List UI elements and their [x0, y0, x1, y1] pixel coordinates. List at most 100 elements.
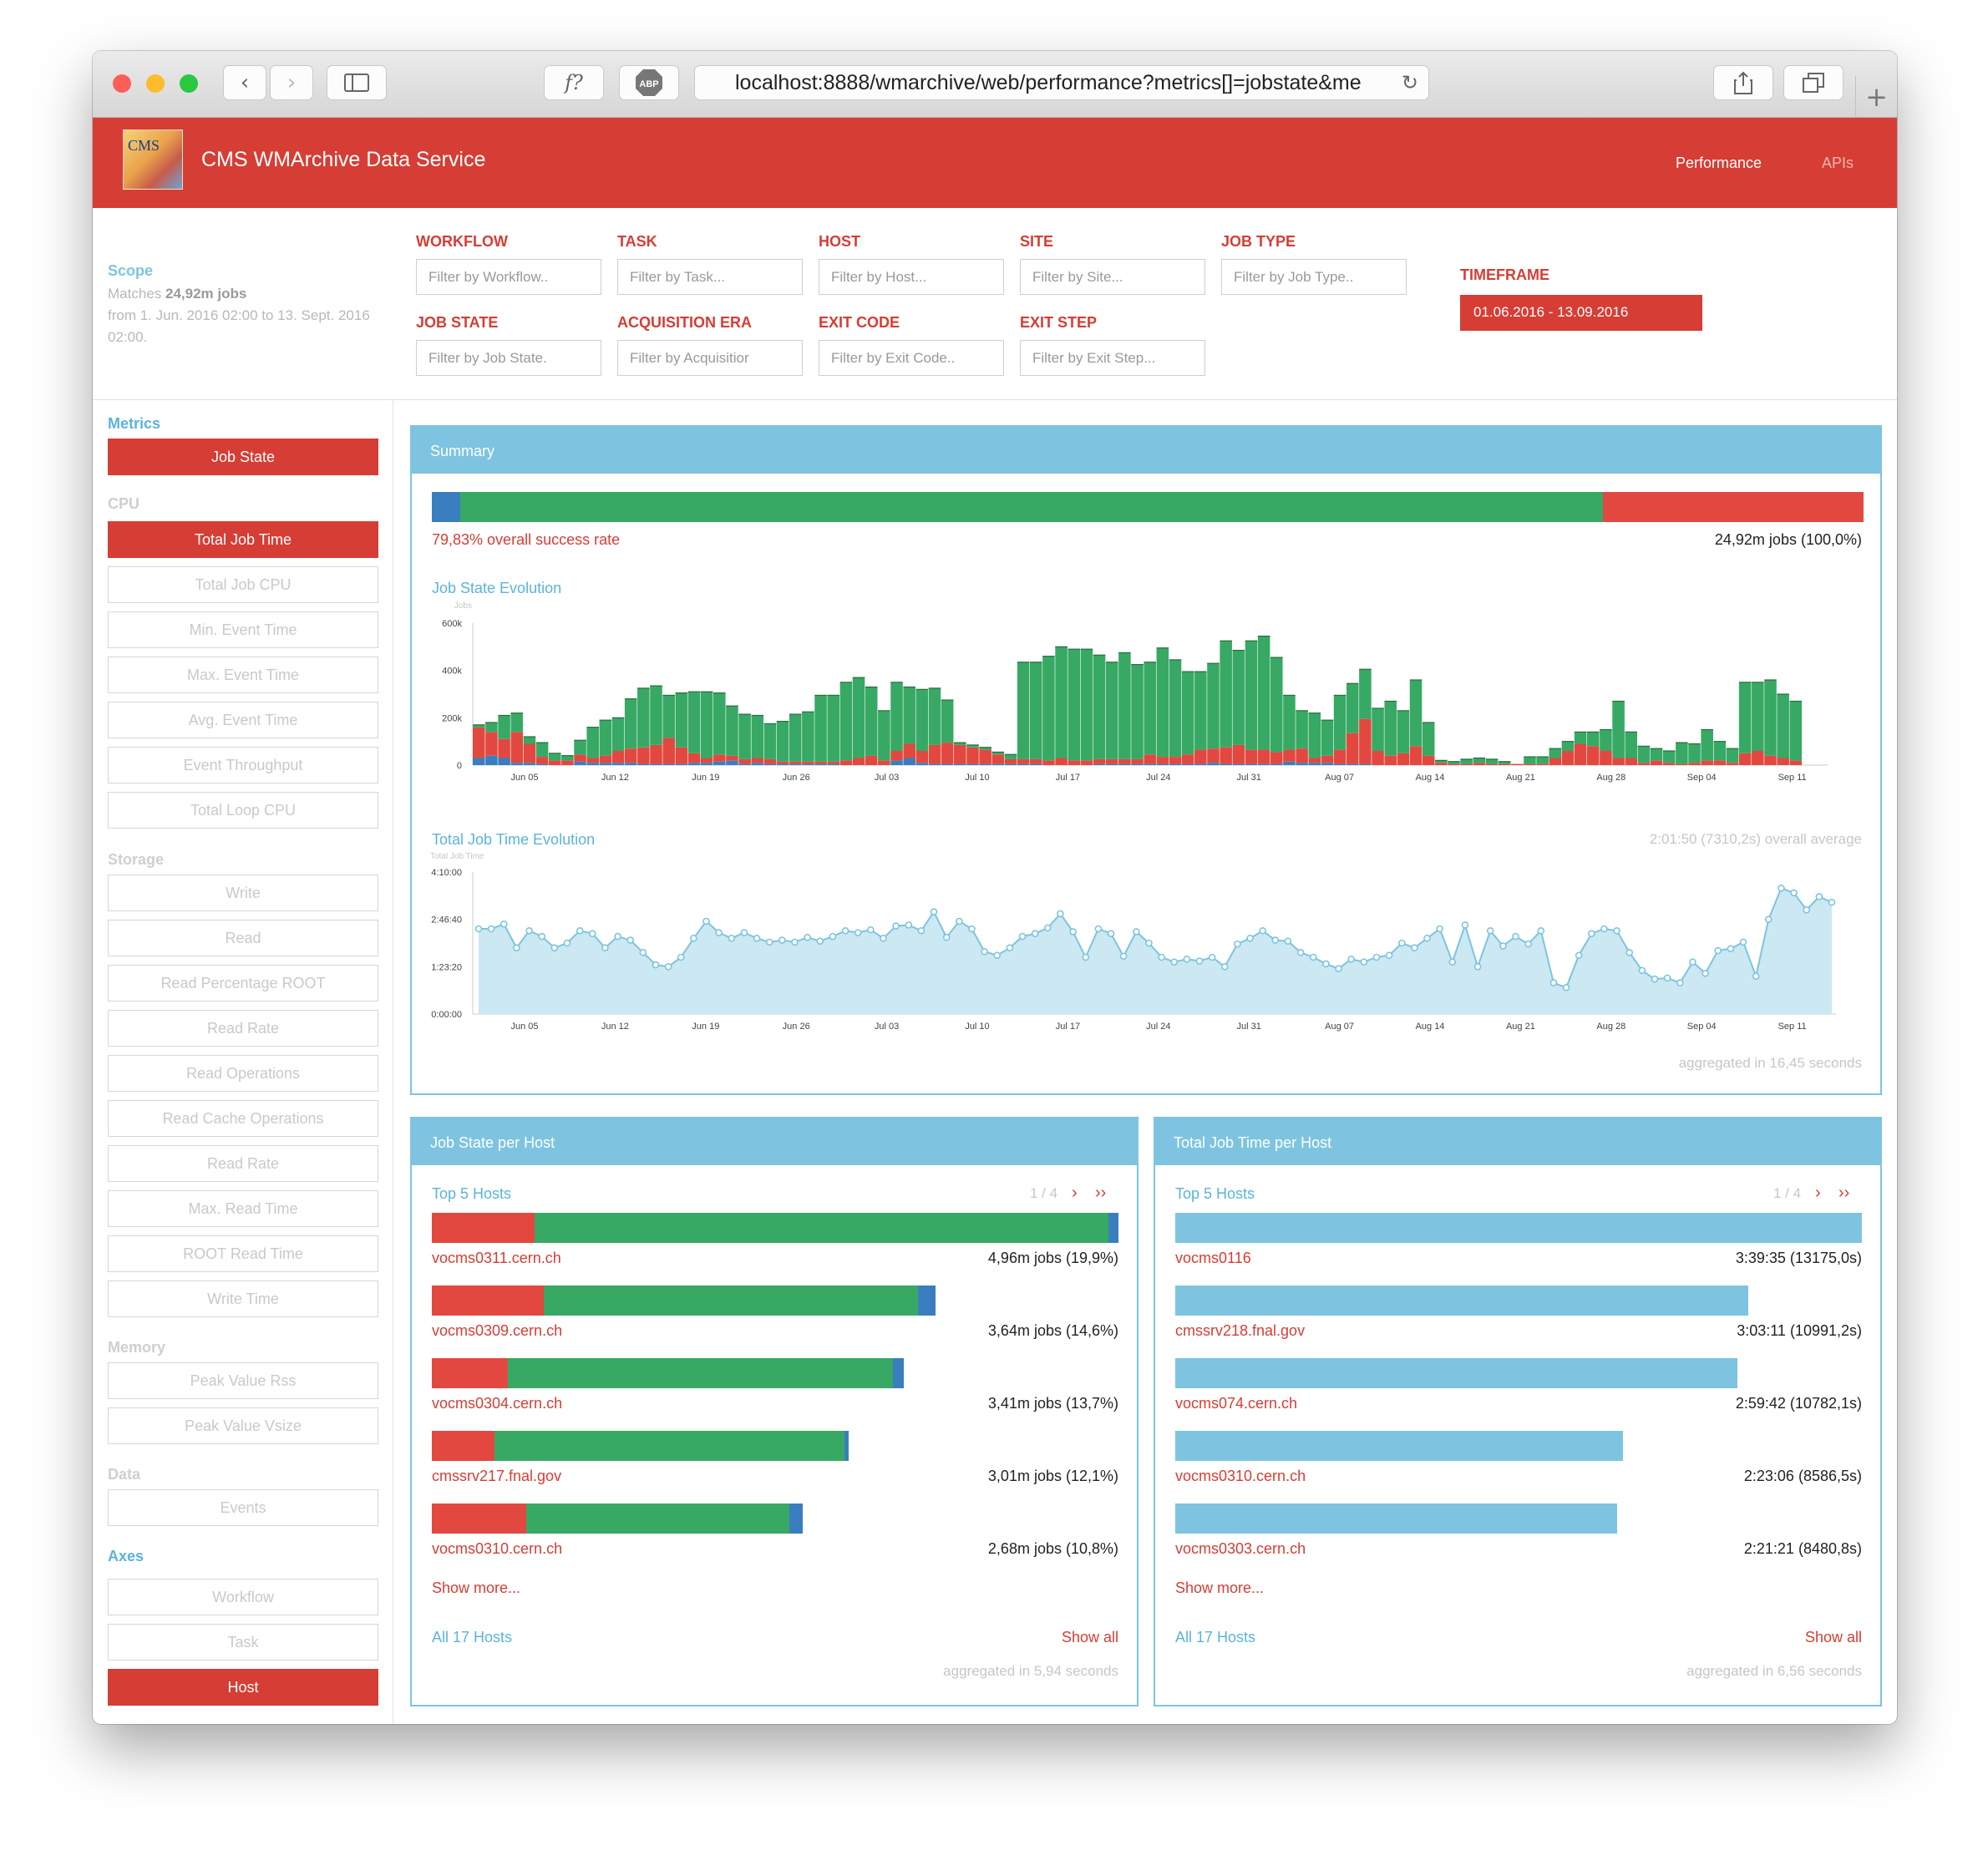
host-bar[interactable] — [1175, 1504, 1618, 1534]
last-page-button[interactable]: ›› — [1095, 1184, 1107, 1202]
sidebar: Metrics Job State CPU Total Job Time Tot… — [93, 400, 393, 1724]
all-hosts-link[interactable]: All 17 Hosts — [1175, 1629, 1256, 1646]
metric-read-cache-operations[interactable]: Read Cache Operations — [108, 1100, 378, 1137]
job-state-filter-input[interactable]: Filter by Job State. — [416, 340, 601, 376]
job-state-bar — [1055, 758, 1068, 765]
close-window-button[interactable] — [113, 74, 131, 93]
job-time-point — [816, 937, 824, 946]
function-button[interactable]: f? — [544, 65, 604, 100]
job-type-filter-input[interactable]: Filter by Job Type.. — [1221, 259, 1407, 295]
back-button[interactable]: ‹ — [223, 65, 266, 100]
acquisition-era-filter-input[interactable]: Filter by Acquisitior — [617, 340, 803, 376]
job-time-point — [576, 926, 584, 935]
metric-root-read-time[interactable]: ROOT Read Time — [108, 1235, 378, 1272]
job-time-point — [1145, 939, 1153, 947]
filter-label-job-state: JOB STATE — [416, 314, 499, 331]
host-filter-input[interactable]: Filter by Host... — [819, 259, 1004, 295]
host-name-link[interactable]: vocms0309.cern.ch — [432, 1322, 563, 1339]
show-more-link[interactable]: Show more... — [1175, 1580, 1265, 1596]
metric-peak-value-vsize[interactable]: Peak Value Vsize — [108, 1407, 378, 1444]
metric-max-read-time[interactable]: Max. Read Time — [108, 1190, 378, 1227]
job-state-bar — [865, 687, 878, 756]
job-state-evolution-chart[interactable]: Jobs 0 200k 400k 600k Jun 05 Jun 12 Jun 19 Jun 2… — [412, 598, 1882, 790]
last-page-button[interactable]: ›› — [1838, 1184, 1850, 1202]
metric-total-loop-cpu[interactable]: Total Loop CPU — [108, 792, 378, 829]
host-name-link[interactable]: cmssrv218.fnal.gov — [1175, 1322, 1306, 1339]
host-bar[interactable] — [432, 1358, 905, 1388]
host-bar-segment — [534, 1213, 1109, 1243]
all-hosts-link[interactable]: All 17 Hosts — [432, 1629, 513, 1646]
host-bar[interactable] — [432, 1431, 849, 1461]
axis-host[interactable]: Host — [108, 1669, 378, 1706]
zoom-window-button[interactable] — [180, 74, 198, 93]
axis-workflow[interactable]: Workflow — [108, 1579, 378, 1615]
exit-code-filter-input[interactable]: Filter by Exit Code.. — [819, 340, 1004, 376]
nav-performance[interactable]: Performance — [1676, 155, 1762, 171]
metric-job-state[interactable]: Job State — [108, 439, 378, 475]
job-state-bar — [738, 714, 751, 759]
host-name-link[interactable]: vocms0310.cern.ch — [432, 1540, 563, 1557]
host-name-link[interactable]: cmssrv217.fnal.gov — [432, 1468, 562, 1484]
axis-task[interactable]: Task — [108, 1624, 378, 1661]
metric-read-percentage-root[interactable]: Read Percentage ROOT — [108, 965, 378, 1002]
metric-read-operations[interactable]: Read Operations — [108, 1055, 378, 1092]
metric-min-event-time[interactable]: Min. Event Time — [108, 611, 378, 648]
host-name-link[interactable]: vocms0303.cern.ch — [1175, 1540, 1306, 1557]
host-bar[interactable] — [1175, 1431, 1623, 1461]
url-bar[interactable]: localhost:8888/wmarchive/web/performance… — [694, 65, 1429, 100]
host-name-link[interactable]: vocms074.cern.ch — [1175, 1395, 1298, 1412]
host-bar[interactable] — [1175, 1213, 1862, 1243]
timeframe-button[interactable]: 01.06.2016 - 13.09.2016 — [1460, 295, 1702, 331]
show-all-link[interactable]: Show all — [1804, 1629, 1862, 1646]
cms-logo[interactable]: CMS — [123, 129, 183, 190]
summary-state-bar[interactable] — [432, 492, 1864, 522]
host-bar[interactable] — [1175, 1358, 1737, 1388]
forward-button[interactable]: › — [270, 65, 313, 100]
host-bar[interactable] — [1175, 1286, 1748, 1316]
adblock-button[interactable]: ABP — [619, 65, 679, 100]
total-job-time-evolution-chart[interactable]: Total Job Time 0:00:00 1:23:20 2:46:40 4:10:… — [412, 849, 1882, 1041]
host-name-link[interactable]: vocms0304.cern.ch — [432, 1395, 563, 1412]
nav-apis[interactable]: APIs — [1822, 155, 1854, 171]
metric-write[interactable]: Write — [108, 875, 378, 911]
host-bar-segment — [1175, 1358, 1737, 1388]
metric-events[interactable]: Events — [108, 1489, 378, 1526]
app-title[interactable]: CMS WMArchive Data Service — [201, 148, 486, 171]
y-tick-label: 400k — [442, 667, 462, 677]
metric-read-rate[interactable]: Read Rate — [108, 1010, 378, 1047]
tabs-button[interactable] — [1783, 65, 1843, 100]
host-name-link[interactable]: vocms0311.cern.ch — [432, 1250, 561, 1266]
job-state-bar — [751, 758, 764, 763]
host-bar[interactable] — [432, 1504, 804, 1534]
minimize-window-button[interactable] — [146, 74, 165, 93]
metric-total-job-time[interactable]: Total Job Time — [108, 521, 378, 558]
x-tick-label: Jul 17 — [1056, 773, 1080, 783]
metric-write-time[interactable]: Write Time — [108, 1280, 378, 1317]
task-filter-input[interactable]: Filter by Task... — [617, 259, 803, 295]
next-page-button[interactable]: › — [1815, 1184, 1821, 1202]
show-more-link[interactable]: Show more... — [432, 1580, 521, 1596]
metric-event-throughput[interactable]: Event Throughput — [108, 747, 378, 783]
workflow-filter-input[interactable]: Filter by Workflow.. — [416, 259, 601, 295]
job-state-bar — [510, 763, 524, 765]
metric-avg-event-time[interactable]: Avg. Event Time — [108, 702, 378, 738]
share-button[interactable] — [1713, 65, 1773, 100]
host-bar[interactable] — [432, 1286, 936, 1316]
site-filter-input[interactable]: Filter by Site... — [1020, 259, 1205, 295]
metric-read[interactable]: Read — [108, 920, 378, 956]
host-bar[interactable] — [432, 1213, 1118, 1243]
next-page-button[interactable]: › — [1072, 1184, 1078, 1202]
metric-total-job-cpu[interactable]: Total Job CPU — [108, 566, 378, 603]
exit-step-filter-input[interactable]: Filter by Exit Step... — [1020, 340, 1205, 376]
metric-max-event-time[interactable]: Max. Event Time — [108, 657, 378, 693]
new-tab-button[interactable]: + — [1855, 76, 1897, 118]
show-all-link[interactable]: Show all — [1061, 1629, 1118, 1646]
host-name-link[interactable]: vocms0116 — [1175, 1250, 1251, 1266]
metric-peak-value-rss[interactable]: Peak Value Rss — [108, 1362, 378, 1399]
sidebar-toggle-button[interactable] — [327, 65, 387, 100]
host-name-link[interactable]: vocms0310.cern.ch — [1175, 1468, 1306, 1484]
job-time-point — [1727, 945, 1735, 953]
job-time-point — [1613, 926, 1620, 935]
metric-read-rate-2[interactable]: Read Rate — [108, 1145, 378, 1182]
reload-icon[interactable]: ↻ — [1401, 71, 1418, 94]
